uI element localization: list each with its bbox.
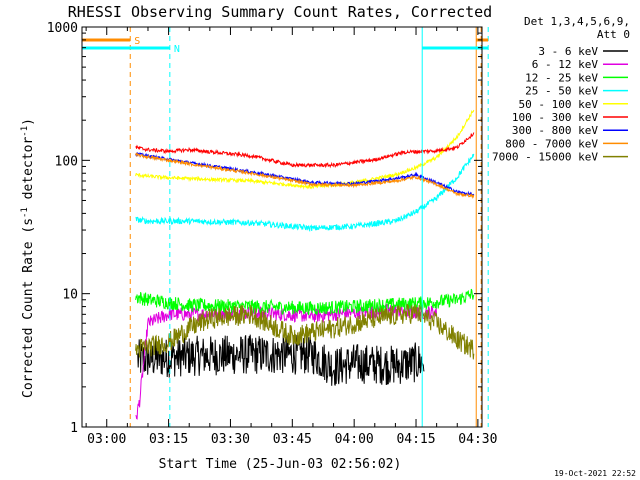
- x-tick-label: 04:00: [335, 432, 374, 447]
- y-tick-label: 1: [70, 421, 78, 436]
- plot-frame: [81, 26, 483, 428]
- y-axis-label: Corrected Count Rate (s-1 detector-1): [20, 118, 36, 398]
- series-line-100-300-keV: [135, 132, 475, 169]
- y-tick-label: 100: [55, 154, 78, 169]
- series-line-800-7000-keV: [135, 152, 475, 199]
- y-axis-label-superscript: -1: [20, 207, 30, 218]
- legend-label: 6 - 12 keV: [532, 58, 599, 71]
- axis-layer: 03:00 03:15 03:30 03:45 04:00 04:15 04:30 1 10 10…: [47, 21, 498, 447]
- series-line-50-100-keV: [135, 109, 475, 190]
- series-line-7000-15000-keV: [135, 303, 475, 360]
- legend-label: 12 - 25 keV: [525, 71, 598, 84]
- x-tick-label: 04:30: [458, 432, 497, 447]
- night-flag-label: N: [174, 44, 180, 55]
- legend-label: 50 - 100 keV: [519, 98, 599, 111]
- marker-layer: SN: [82, 27, 489, 427]
- y-tick-label: 10: [62, 288, 78, 303]
- y-axis-label-superscript: -1: [20, 126, 30, 137]
- series-line-25-50-keV: [135, 153, 475, 233]
- y-axis-label-part: ): [21, 118, 36, 126]
- legend-label: 3 - 6 keV: [538, 45, 598, 58]
- series-line-6-12-keV: [135, 303, 438, 420]
- legend-label: 25 - 50 keV: [525, 85, 598, 98]
- y-axis-label-part: Corrected Count Rate (s: [21, 218, 36, 398]
- series-line-3-6-keV: [137, 334, 425, 386]
- legend-label: 800 - 7000 keV: [505, 137, 598, 150]
- series-line-12-25-keV: [135, 288, 475, 316]
- x-tick-label: 03:30: [211, 432, 250, 447]
- x-axis-label: Start Time (25-Jun-03 02:56:02): [159, 457, 402, 472]
- x-tick-label: 03:00: [87, 432, 126, 447]
- timestamp-footer: 19-Oct-2021 22:52: [554, 469, 636, 478]
- saa-flag-label: S: [134, 36, 140, 47]
- legend-label: 300 - 800 keV: [512, 124, 598, 137]
- y-axis-label-part: detector: [21, 137, 36, 208]
- x-tick-label: 03:15: [149, 432, 188, 447]
- legend-label: 100 - 300 keV: [512, 111, 598, 124]
- series-layer: [135, 109, 475, 420]
- x-tick-label: 04:15: [396, 432, 435, 447]
- y-tick-label: 1000: [47, 21, 78, 36]
- legend-header-attenuator: Att 0: [597, 28, 630, 41]
- x-tick-label: 03:45: [273, 432, 312, 447]
- chart-title: RHESSI Observing Summary Count Rates, Co…: [68, 3, 492, 21]
- legend-header: Det 1,3,4,5,6,9,: [524, 15, 630, 28]
- legend-label: 7000 - 15000 keV: [492, 151, 598, 164]
